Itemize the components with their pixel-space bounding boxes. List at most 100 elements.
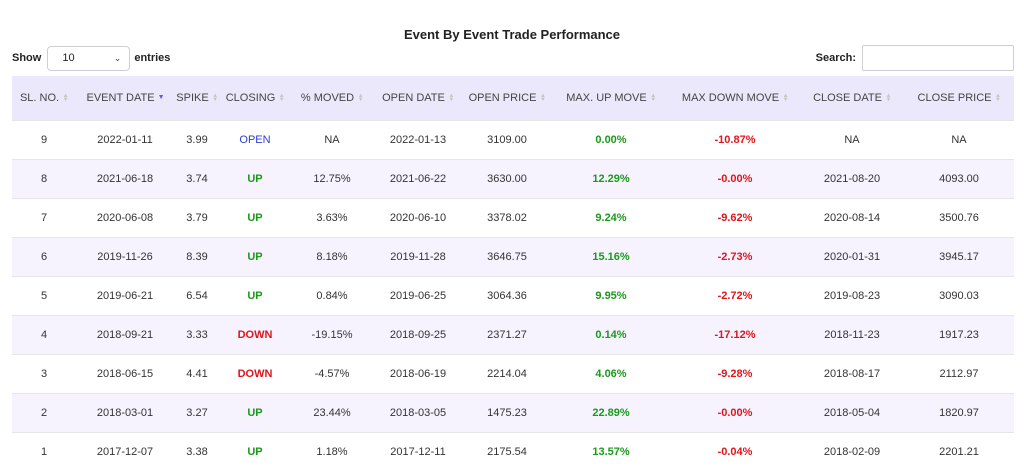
table-cell: 2020-06-08 [96, 211, 154, 224]
show-label: Show [12, 52, 42, 64]
column-header-label: MAX. UP MOVE [566, 91, 647, 104]
column-header[interactable]: SPIKE ▲▼ [174, 76, 220, 120]
sort-icon: ▲▼ [448, 92, 454, 103]
column-header-label: EVENT DATE [86, 91, 155, 104]
table-row: 3 2018-06-15 4.41 DOWN -4.57% 2018-06-19 2214.… [12, 354, 1014, 393]
table-row: 2 2018-03-01 3.27 UP 23.44% 2018-03-05 1475.23… [12, 393, 1014, 432]
table-cell: 3378.02 [487, 211, 527, 224]
table-cell: OPEN [239, 133, 271, 146]
search-input[interactable] [862, 45, 1014, 71]
table-row: 6 2019-11-26 8.39 UP 8.18% 2019-11-28 3646.75 1… [12, 237, 1014, 276]
column-header[interactable]: SL. NO. ▲▼ [12, 76, 76, 120]
table-cell: 2019-08-23 [823, 289, 881, 302]
table-cell: -0.04% [717, 445, 753, 458]
table-cell: 22.89% [592, 406, 630, 419]
table-cell: -10.87% [714, 133, 756, 146]
table-cell: 2018-03-05 [389, 406, 447, 419]
table-cell: 2017-12-11 [390, 445, 446, 458]
table-cell: 3.74 [186, 172, 208, 185]
table-row: 4 2018-09-21 3.33 DOWN -19.15% 2018-09-25 2371… [12, 315, 1014, 354]
table-controls: Show 10 ⌄ entries Search: [12, 45, 1014, 71]
table-cell: 3090.03 [939, 289, 979, 302]
table-cell: 2018-06-19 [389, 367, 447, 380]
table-cell: 2 [40, 406, 48, 419]
column-header[interactable]: CLOSE PRICE ▲▼ [904, 76, 1014, 120]
sort-icon: ▲▼ [212, 92, 218, 103]
table-cell: 3064.36 [487, 289, 527, 302]
column-header[interactable]: MAX DOWN MOVE ▲▼ [670, 76, 800, 120]
table-cell: 2112.97 [939, 367, 979, 380]
table-cell: 2022-01-13 [389, 133, 447, 146]
table-cell: 15.16% [592, 250, 630, 263]
column-header-label: CLOSE DATE [813, 91, 882, 104]
table-cell: 2019-06-25 [389, 289, 447, 302]
table-cell: 0.84% [316, 289, 348, 302]
column-header[interactable]: CLOSE DATE ▲▼ [800, 76, 904, 120]
search-label: Search: [815, 52, 856, 64]
table-cell: 3 [40, 367, 48, 380]
table-cell: 12.29% [592, 172, 630, 185]
sort-icon: ▲▼ [650, 92, 656, 103]
table-cell: -9.28% [717, 367, 753, 380]
table-cell: UP [247, 445, 263, 458]
table-cell: 2175.54 [487, 445, 527, 458]
table-cell: 8.18% [316, 250, 348, 263]
table-row: 9 2022-01-11 3.99 OPEN NA 2022-01-13 3109.00 0.… [12, 120, 1014, 159]
table-cell: DOWN [237, 328, 273, 341]
table-row: 7 2020-06-08 3.79 UP 3.63% 2020-06-10 3378.02 9… [12, 198, 1014, 237]
table-cell: 2021-06-22 [389, 172, 447, 185]
table-cell: 4.41 [186, 367, 208, 380]
entries-select[interactable]: 10 ⌄ [47, 45, 131, 71]
table-cell: 3.27 [186, 406, 208, 419]
sort-icon: ▲▼ [995, 92, 1001, 103]
table-cell: 13.57% [592, 445, 630, 458]
sort-icon: ▲▼ [885, 92, 891, 103]
column-header-label: SPIKE [176, 91, 209, 104]
table-cell: NA [324, 133, 340, 146]
table-cell: -19.15% [311, 328, 353, 341]
table-cell: 1.18% [316, 445, 348, 458]
table-cell: -2.73% [717, 250, 753, 263]
table-cell: 2018-08-17 [823, 367, 881, 380]
column-header[interactable]: % MOVED ▲▼ [290, 76, 374, 120]
table-cell: 3646.75 [487, 250, 527, 263]
column-header-label: MAX DOWN MOVE [681, 91, 780, 104]
table-cell: 2020-01-31 [823, 250, 881, 263]
column-header[interactable]: OPEN PRICE ▲▼ [462, 76, 552, 120]
table-cell: 2019-11-28 [390, 250, 446, 263]
trade-performance-table: SL. NO. ▲▼ EVENT DATE ▼ SPIKE ▲▼ CLOSING ▲▼% MO… [12, 76, 1014, 469]
table-cell: 2214.04 [487, 367, 527, 380]
table-cell: 3.38 [186, 445, 208, 458]
column-header[interactable]: EVENT DATE ▼ [76, 76, 174, 120]
table-cell: DOWN [237, 367, 273, 380]
table-cell: 3.99 [186, 133, 208, 146]
column-header-label: % MOVED [300, 91, 355, 104]
table-cell: UP [247, 211, 263, 224]
table-cell: 8.39 [186, 250, 208, 263]
table-cell: NA [844, 133, 860, 146]
table-cell: 3500.76 [939, 211, 979, 224]
table-header-row: SL. NO. ▲▼ EVENT DATE ▼ SPIKE ▲▼ CLOSING ▲▼% MO… [12, 76, 1014, 120]
table-cell: UP [247, 289, 263, 302]
table-cell: 8 [40, 172, 48, 185]
sort-icon: ▲▼ [782, 92, 789, 103]
table-row: 1 2017-12-07 3.38 UP 1.18% 2017-12-11 2175.54 1… [12, 432, 1014, 469]
column-header[interactable]: OPEN DATE ▲▼ [374, 76, 462, 120]
table-cell: 4.06% [595, 367, 627, 380]
column-header[interactable]: MAX. UP MOVE ▲▼ [552, 76, 670, 120]
table-cell: 3630.00 [487, 172, 527, 185]
table-cell: -0.00% [717, 406, 753, 419]
table-cell: 1917.23 [939, 328, 979, 341]
column-header[interactable]: CLOSING ▲▼ [220, 76, 290, 120]
table-cell: UP [247, 172, 263, 185]
table-cell: 2018-11-23 [824, 328, 880, 341]
table-cell: 2018-09-21 [96, 328, 154, 341]
table-cell: -9.62% [717, 211, 753, 224]
table-cell: 2021-08-20 [823, 172, 881, 185]
table-cell: NA [951, 133, 967, 146]
table-row: 8 2021-06-18 3.74 UP 12.75% 2021-06-22 3630.00… [12, 159, 1014, 198]
table-cell: -4.57% [314, 367, 350, 380]
table-cell: 4093.00 [939, 172, 979, 185]
table-cell: 1820.97 [939, 406, 979, 419]
table-cell: 3.79 [186, 211, 208, 224]
